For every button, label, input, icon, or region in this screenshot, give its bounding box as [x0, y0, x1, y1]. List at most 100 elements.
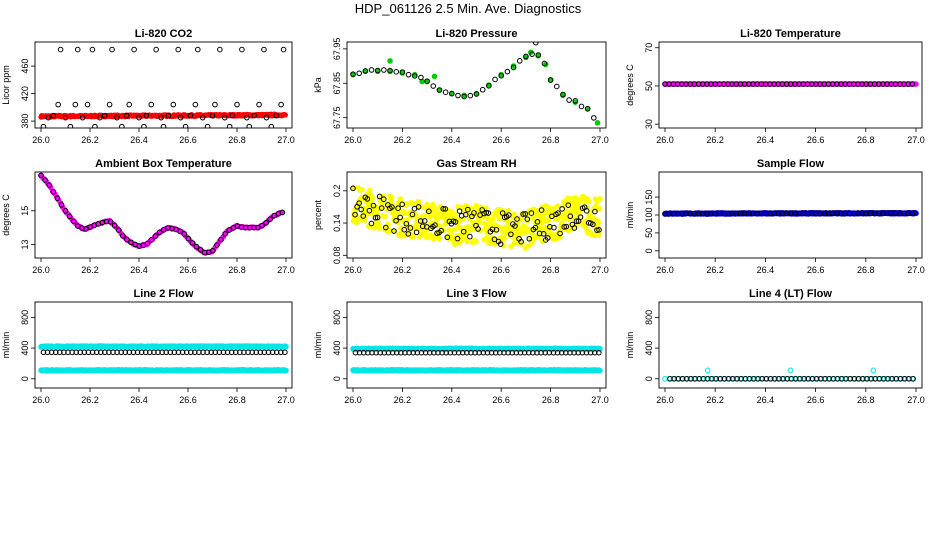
data-point: [424, 78, 430, 84]
data-point: [572, 98, 579, 104]
y-tick-label: 13: [20, 240, 30, 250]
data-point: [415, 204, 422, 210]
data-point: [529, 240, 535, 246]
data-point: [109, 46, 115, 53]
data-point: [143, 112, 150, 119]
data-point: [350, 185, 356, 192]
data-point: [200, 349, 206, 356]
y-axis-label: degrees C: [1, 194, 11, 236]
data-point: [38, 172, 44, 179]
data-point: [239, 46, 245, 53]
data-point: [366, 207, 373, 214]
data-point: [557, 230, 563, 237]
data-point: [89, 46, 96, 53]
data-point: [52, 349, 59, 356]
data-point: [567, 213, 574, 220]
data-point: [111, 222, 118, 229]
data-point: [158, 114, 164, 121]
data-point: [84, 101, 91, 108]
data-point: [490, 216, 496, 222]
y-tick-label: 460: [20, 59, 30, 74]
data-point: [455, 92, 461, 99]
data-point: [50, 112, 57, 119]
x-tick-label: 27.0: [907, 395, 925, 405]
data-point: [401, 226, 408, 233]
x-tick-label: 26.2: [706, 395, 724, 405]
data-point: [42, 177, 48, 183]
x-tick-label: 26.6: [492, 135, 510, 145]
data-point: [591, 115, 597, 121]
series-2-5-min-avg: [667, 375, 916, 382]
data-point: [374, 67, 381, 74]
y-tick-label: 0.14: [332, 214, 342, 232]
data-point: [551, 224, 557, 231]
y-tick-label: 0: [20, 376, 30, 381]
data-point: [360, 213, 367, 219]
data-point: [152, 233, 159, 239]
plot-area: [662, 81, 919, 87]
plot-frame: [346, 301, 607, 389]
x-tick-label: 26.6: [179, 135, 197, 145]
data-point: [148, 237, 155, 243]
x-tick-label: 26.2: [81, 135, 99, 145]
plot-area: [350, 345, 603, 374]
y-axis-label: degrees C: [625, 64, 635, 106]
chart-title: Line 3 Flow: [447, 288, 507, 300]
data-point: [397, 214, 403, 221]
plot-frame: [34, 41, 293, 129]
data-point: [97, 349, 104, 356]
y-axis-label: kPa: [313, 77, 323, 93]
data-point: [510, 64, 517, 71]
y-axis-label: ml/min: [625, 332, 635, 359]
data-point: [126, 349, 133, 356]
data-point: [277, 349, 284, 356]
data-point: [460, 228, 467, 235]
data-point: [366, 187, 373, 194]
data-point: [376, 193, 383, 200]
chart-line2: Line 2 Flow ml/min 26.0 26.2 26.4 26.6 26.8 27.…: [1, 288, 295, 405]
data-point: [61, 349, 67, 356]
data-point: [245, 349, 251, 356]
data-point: [462, 211, 469, 218]
data-point: [124, 236, 130, 243]
data-point: [559, 206, 565, 212]
data-point: [44, 349, 51, 356]
data-point: [524, 218, 531, 224]
x-tick-label: 26.4: [130, 395, 148, 405]
y-axis-label: ml/min: [625, 202, 635, 229]
x-tick-label: 26.2: [394, 135, 412, 145]
x-tick-label: 26.0: [32, 135, 50, 145]
data-point: [465, 206, 471, 213]
data-point: [229, 112, 235, 119]
data-point: [397, 196, 404, 202]
y-axis-label: percent: [313, 199, 323, 230]
data-point: [70, 218, 77, 225]
data-point: [40, 349, 47, 356]
data-point: [486, 83, 492, 89]
data-point: [136, 114, 142, 121]
data-point: [512, 223, 518, 229]
data-point: [514, 216, 520, 222]
data-point: [534, 218, 541, 225]
data-point: [273, 349, 280, 356]
data-point: [55, 101, 61, 108]
data-point: [566, 97, 572, 103]
data-point: [464, 238, 470, 245]
data-point: [524, 216, 531, 222]
data-point: [909, 81, 916, 87]
data-point: [483, 235, 490, 241]
data-point: [54, 195, 61, 202]
data-point: [585, 198, 592, 205]
x-tick-label: 26.8: [228, 265, 246, 275]
x-tick-label: 26.8: [857, 265, 875, 275]
data-point: [596, 349, 602, 356]
data-point: [210, 247, 216, 254]
data-point: [498, 72, 505, 79]
chart-rh: Gas Stream RH percent 26.0 26.2 26.4 26.6 26.8…: [313, 158, 609, 275]
x-tick-label: 26.8: [542, 395, 560, 405]
data-point: [456, 208, 463, 214]
data-point: [69, 349, 75, 356]
data-point: [432, 206, 438, 212]
y-tick-label: 400: [332, 341, 342, 356]
y-axis-label: Licor ppm: [1, 65, 11, 105]
